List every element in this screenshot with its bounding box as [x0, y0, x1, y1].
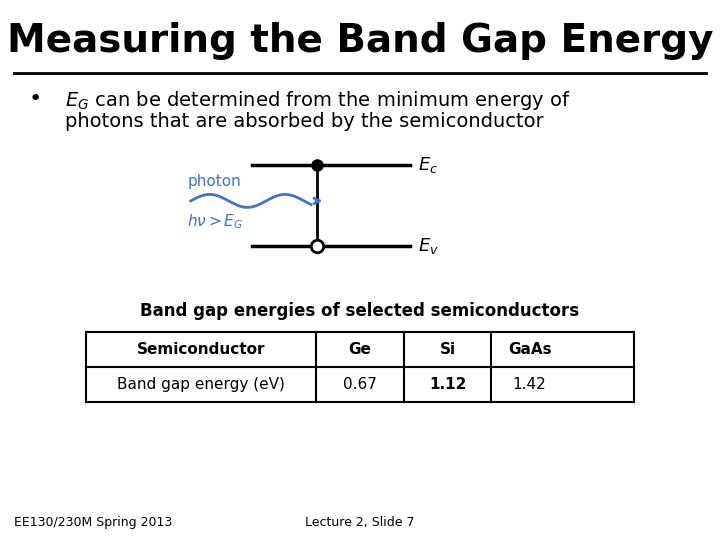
Text: $h\nu > E_G$: $h\nu > E_G$ — [187, 213, 243, 232]
Text: $E_G$ can be determined from the minimum energy of: $E_G$ can be determined from the minimum… — [65, 89, 570, 112]
Text: Measuring the Band Gap Energy: Measuring the Band Gap Energy — [6, 22, 714, 59]
Text: photons that are absorbed by the semiconductor: photons that are absorbed by the semicon… — [65, 112, 544, 131]
Text: Semiconductor: Semiconductor — [137, 342, 266, 357]
Text: $E_c$: $E_c$ — [418, 154, 438, 175]
Text: EE130/230M Spring 2013: EE130/230M Spring 2013 — [14, 516, 173, 529]
Text: $E_v$: $E_v$ — [418, 235, 438, 256]
Text: Lecture 2, Slide 7: Lecture 2, Slide 7 — [305, 516, 415, 529]
Text: photon: photon — [187, 174, 241, 189]
Text: 0.67: 0.67 — [343, 377, 377, 392]
Text: Si: Si — [439, 342, 456, 357]
Text: 1.12: 1.12 — [429, 377, 467, 392]
Text: 1.42: 1.42 — [513, 377, 546, 392]
Text: Band gap energies of selected semiconductors: Band gap energies of selected semiconduc… — [140, 302, 580, 320]
Text: Ge: Ge — [348, 342, 372, 357]
Text: •: • — [29, 89, 42, 109]
Text: GaAs: GaAs — [508, 342, 552, 357]
Text: Band gap energy (eV): Band gap energy (eV) — [117, 377, 285, 392]
